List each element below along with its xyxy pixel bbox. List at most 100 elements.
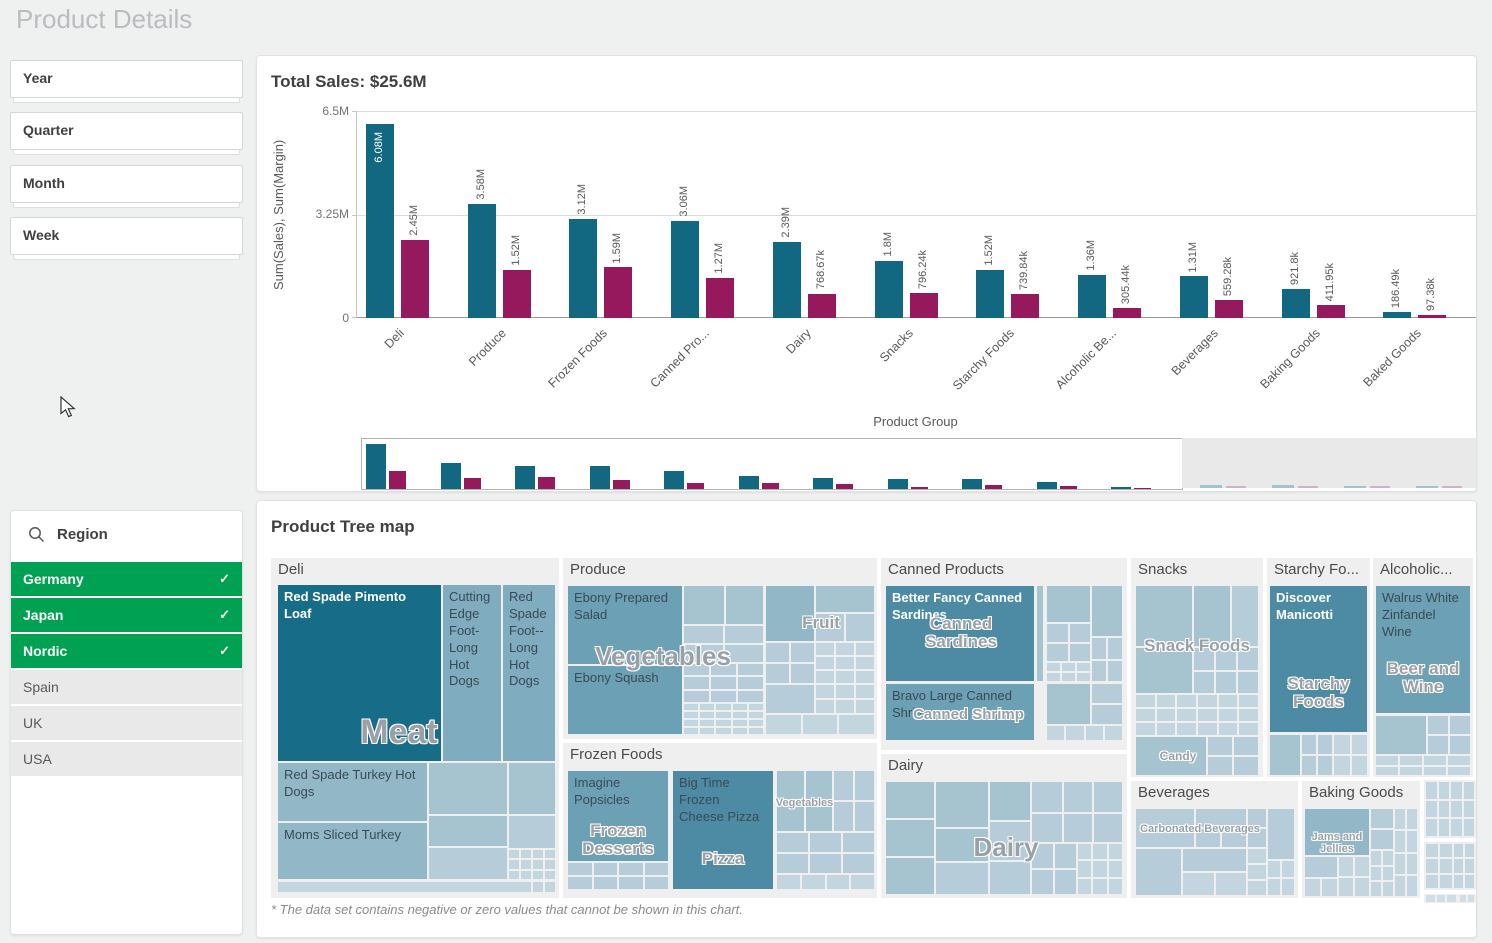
treemap-cell[interactable] [1064,814,1092,842]
treemap-cell[interactable] [843,854,874,873]
treemap-cell[interactable] [748,728,763,734]
treemap-cell[interactable] [1196,829,1220,847]
treemap-cell[interactable] [738,664,763,676]
treemap-cell[interactable] [533,870,543,879]
treemap-cell[interactable] [1238,648,1258,670]
treemap-cell[interactable] [1055,844,1076,868]
treemap-cell[interactable] [509,870,519,879]
treemap-cell[interactable] [856,671,874,683]
bar-margin-5[interactable] [909,292,938,318]
filter-week[interactable]: Week [10,217,243,260]
treemap-cell[interactable] [791,664,814,683]
treemap-cell[interactable] [1448,756,1470,765]
treemap-cell[interactable] [1183,873,1214,895]
treemap-cell[interactable] [1222,829,1246,847]
treemap-cell[interactable] [644,863,668,875]
filter-year[interactable]: Year [10,60,243,103]
treemap-cell[interactable] [836,643,854,655]
treemap-cell[interactable] [816,614,844,641]
treemap-cell[interactable] [990,782,1030,820]
treemap-cell[interactable] [1268,861,1280,877]
treemap-cell[interactable] [1215,873,1246,895]
treemap-cell[interactable] [1069,624,1090,642]
treemap-cell[interactable] [1136,723,1155,735]
treemap-cell[interactable] [429,848,507,879]
treemap-cell[interactable] [1383,866,1393,881]
treemap-cell[interactable] [805,802,832,831]
treemap-cell[interactable]: Discover Manicotti [1270,586,1367,732]
treemap-cell[interactable] [1248,849,1266,863]
treemap-cell[interactable] [593,877,617,889]
treemap-cell[interactable] [545,882,555,892]
treemap-cell[interactable] [1322,879,1337,896]
treemap-cell[interactable] [1355,877,1369,896]
treemap-cell[interactable] [1440,859,1452,873]
treemap-cell[interactable] [1077,673,1090,681]
treemap-cell[interactable] [1218,723,1238,735]
treemap-cell[interactable] [1047,663,1060,671]
treemap-cell[interactable]: Better Fancy Canned Sardines [886,586,1034,681]
treemap-cell[interactable] [1108,638,1122,659]
treemap-cell[interactable] [1032,782,1062,812]
treemap-cell[interactable] [1282,861,1294,877]
treemap-cell[interactable] [1451,800,1462,818]
treemap-cell[interactable] [1218,695,1238,707]
treemap-cell[interactable] [802,715,838,734]
treemap-cell[interactable] [509,850,519,859]
treemap-cell[interactable] [1156,723,1176,735]
bar-margin-10[interactable] [1418,314,1447,318]
treemap-cell[interactable] [700,712,715,718]
treemap-cell[interactable] [1305,879,1320,896]
treemap-cell[interactable] [724,626,763,643]
search-icon[interactable] [28,526,45,543]
navigator-window[interactable] [361,438,1183,490]
treemap-cell[interactable] [839,715,874,734]
treemap-cell[interactable] [1383,851,1393,865]
treemap-cell[interactable] [1108,861,1122,877]
treemap-cell[interactable] [429,816,507,846]
treemap-cell[interactable] [1454,859,1463,873]
treemap-cell[interactable] [748,720,763,726]
bar-sales-0[interactable] [366,124,394,318]
treemap-cell[interactable] [990,822,1030,860]
treemap-cell[interactable] [1216,648,1236,670]
treemap-cell[interactable] [1395,831,1405,852]
treemap-cell[interactable] [684,728,699,734]
treemap-cell[interactable] [777,833,808,852]
treemap-cell[interactable] [777,771,804,800]
region-item-japan[interactable]: Japan ✓ [11,598,242,632]
treemap-cell[interactable] [1093,878,1107,894]
treemap-cell[interactable] [1351,735,1367,754]
treemap-cell[interactable] [1194,648,1214,670]
treemap-cell[interactable] [684,690,709,702]
treemap-cell[interactable] [1436,895,1446,902]
treemap-cell[interactable] [533,850,543,859]
treemap-cell[interactable] [1194,586,1230,646]
treemap-cell[interactable] [1465,844,1474,858]
treemap-cell[interactable] [748,712,763,718]
treemap-cell[interactable] [521,850,531,859]
treemap-cell[interactable] [816,657,834,669]
treemap-cell[interactable] [545,870,555,879]
treemap-cell[interactable] [846,614,874,641]
treemap-cell[interactable] [810,833,841,852]
treemap-cell[interactable] [1136,849,1181,895]
filter-month[interactable]: Month [10,165,243,208]
treemap-cell[interactable] [700,720,715,726]
treemap-cell[interactable] [1239,709,1258,721]
treemap-cell[interactable] [766,685,814,713]
bar-sales-9[interactable] [1281,288,1310,318]
treemap-cell[interactable] [1428,716,1448,734]
treemap-cell[interactable] [1234,737,1258,755]
treemap-cell[interactable] [836,671,854,683]
region-item-usa[interactable]: USA [11,742,242,776]
treemap-cell[interactable] [684,712,699,718]
treemap-cell[interactable] [724,645,763,662]
treemap-cell[interactable] [1069,643,1090,661]
treemap-cell[interactable] [1334,735,1350,754]
bar-margin-1[interactable] [502,269,531,318]
treemap-cell[interactable] [1062,673,1075,681]
treemap-cell[interactable] [810,854,841,873]
region-item-spain[interactable]: Spain [11,670,242,704]
treemap-cell[interactable] [1424,756,1446,765]
